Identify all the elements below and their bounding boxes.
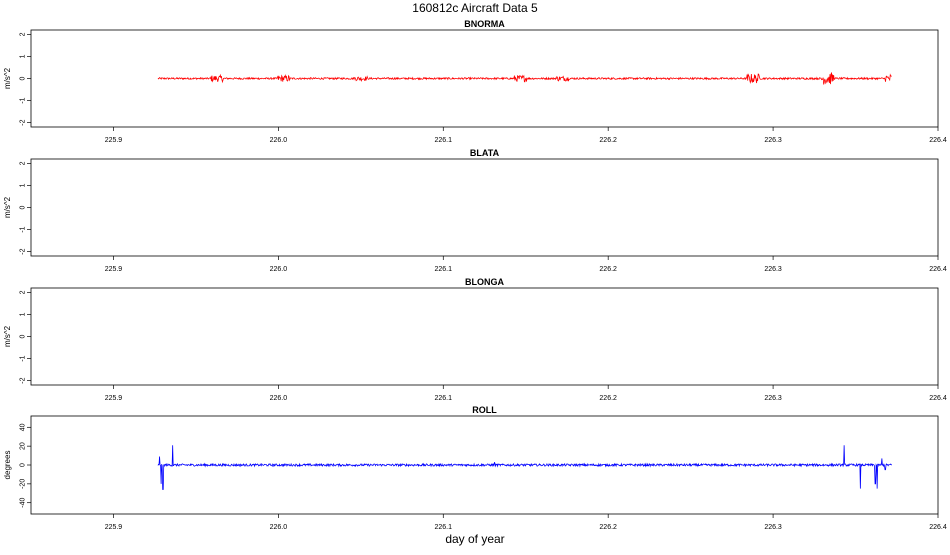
y-tick-label: -2 [20,248,27,254]
panels: BNORMA m/s^2 225.9 226.0 226.1 226.2 226.3 226.… [3,19,947,531]
y-axis-label: m/s^2 [3,196,12,218]
figure-title: 160812c Aircraft Data 5 [412,1,538,15]
x-tick-label: 226.1 [435,524,453,531]
y-tick-label: 1 [20,54,27,58]
y-tick-label: -20 [20,479,27,489]
y-tick-label: -1 [20,226,27,232]
y-tick-label: 2 [20,290,27,294]
series-line-bnorma [157,72,892,85]
x-tick-label: 226.4 [929,137,947,144]
y-tick-label: -2 [20,119,27,125]
y-tick-label: 2 [20,32,27,36]
y-tick-label: 20 [20,442,27,450]
panel-title: BLATA [470,148,500,158]
y-tick-label: -40 [20,498,27,508]
x-tick-label: 226.0 [270,524,288,531]
panel-blata: BLATA m/s^2 225.9 226.0 226.1 226.2 226.3 226.4… [3,148,947,273]
x-tick-label: 225.9 [105,266,123,273]
x-tick-label: 226.0 [270,137,288,144]
y-tick-label: -2 [20,377,27,383]
x-tick-label: 225.9 [105,524,123,531]
x-tick-label: 226.3 [764,137,782,144]
x-tick-label: 225.9 [105,395,123,402]
panel-blonga: BLONGA m/s^2 225.9 226.0 226.1 226.2 226.3 226.… [3,277,947,402]
panel-roll: ROLL degrees 225.9 226.0 226.1 226.2 226.3 226.… [3,405,947,531]
x-tick-label: 226.3 [764,395,782,402]
x-tick-label: 226.4 [929,266,947,273]
x-tick-label: 226.0 [270,395,288,402]
x-tick-label: 226.1 [435,137,453,144]
y-tick-label: -1 [20,355,27,361]
plot-frame [30,158,939,257]
x-tick-label: 225.9 [105,137,123,144]
y-tick-label: 0 [20,205,27,209]
y-tick-label: 1 [20,312,27,316]
x-tick-label: 226.1 [435,266,453,273]
y-tick-label: -1 [20,97,27,103]
y-tick-label: 2 [20,161,27,165]
x-tick-label: 226.1 [435,395,453,402]
x-tick-label: 226.4 [929,524,947,531]
y-tick-label: 0 [20,334,27,338]
panel-title: BNORMA [464,19,505,29]
series-line-roll [157,445,892,490]
x-tick-label: 226.2 [599,137,617,144]
x-tick-label: 226.2 [599,395,617,402]
x-tick-label: 226.2 [599,524,617,531]
y-axis-label: m/s^2 [3,67,12,89]
y-tick-label: 0 [20,463,27,467]
x-tick-label: 226.2 [599,266,617,273]
panel-title: BLONGA [465,277,504,287]
y-tick-label: 1 [20,183,27,187]
x-tick-label: 226.0 [270,266,288,273]
x-axis-label: day of year [445,532,504,546]
x-tick-label: 226.3 [764,524,782,531]
y-tick-label: 40 [20,423,27,431]
panel-title: ROLL [472,405,497,415]
panel-bnorma: BNORMA m/s^2 225.9 226.0 226.1 226.2 226.3 226.… [3,19,947,144]
y-tick-label: 0 [20,76,27,80]
plot-frame [30,287,939,386]
x-tick-label: 226.3 [764,266,782,273]
x-tick-label: 226.4 [929,395,947,402]
y-axis-label: m/s^2 [3,325,12,347]
y-axis-label: degrees [3,451,12,480]
